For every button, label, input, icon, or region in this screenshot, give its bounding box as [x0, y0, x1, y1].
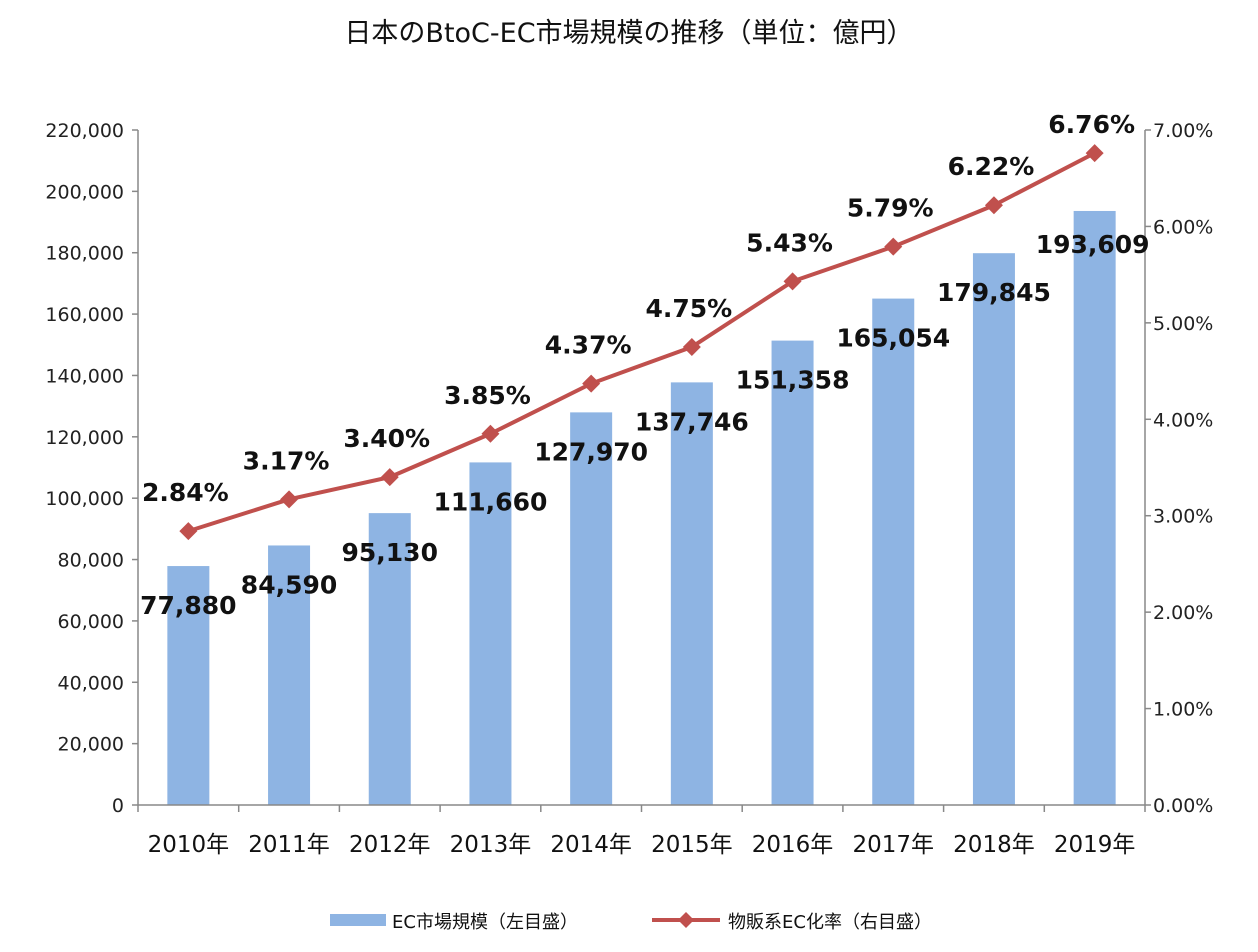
- rate-value-label: 2.84%: [142, 478, 229, 507]
- bar-2018年: [972, 253, 1015, 806]
- left-tick-label: 0: [112, 795, 124, 817]
- legend-line-marker: [678, 912, 694, 928]
- bar-2011年: [268, 545, 311, 805]
- left-tick-label: 80,000: [58, 550, 124, 572]
- x-tick-label: 2016年: [752, 832, 834, 858]
- rate-value-label: 3.85%: [444, 381, 531, 410]
- bar-2019年: [1073, 210, 1116, 805]
- axes-layer: 0 20,000 40,000 60,000 80,000 100,000 120,000 1…: [45, 120, 1213, 858]
- bar-value-label: 127,970: [534, 437, 648, 466]
- right-tick-label: 2.00%: [1153, 602, 1213, 624]
- x-tick-label: 2015年: [651, 832, 733, 858]
- left-tick-label: 100,000: [45, 488, 124, 510]
- bar-layer: [167, 210, 1116, 806]
- left-tick-label: 60,000: [58, 611, 124, 633]
- bar-2015年: [670, 382, 713, 805]
- bar-value-label: 84,590: [241, 570, 337, 599]
- rate-point-2010年: [179, 522, 198, 541]
- line-layer: [179, 144, 1104, 541]
- x-tick-label: 2012年: [349, 832, 431, 858]
- x-tick-label: 2014年: [550, 832, 632, 858]
- rate-value-label: 4.37%: [545, 331, 632, 360]
- right-tick-label: 4.00%: [1153, 409, 1213, 431]
- bar-2012年: [368, 513, 411, 805]
- rate-value-label: 6.22%: [948, 152, 1035, 181]
- rate-value-label: 5.43%: [746, 228, 833, 257]
- bar-2013年: [469, 462, 512, 805]
- rate-value-label: 3.40%: [343, 424, 430, 453]
- left-tick-label: 20,000: [58, 734, 124, 756]
- chart-title: 日本のBtoC-EC市場規模の推移（単位：億円）: [344, 18, 913, 49]
- rate-point-2019年: [1085, 144, 1104, 163]
- rate-point-2017年: [884, 237, 903, 256]
- right-tick-label: 7.00%: [1153, 120, 1213, 142]
- bar-value-label: 179,845: [937, 278, 1051, 307]
- rate-point-2018年: [984, 196, 1003, 215]
- bar-value-label: 77,880: [140, 591, 236, 620]
- legend-bar-label: EC市場規模（左目盛）: [392, 912, 578, 933]
- rate-point-2015年: [682, 337, 701, 356]
- right-tick-label: 6.00%: [1153, 216, 1213, 238]
- x-tick-label: 2017年: [852, 832, 934, 858]
- left-tick-label: 220,000: [45, 120, 124, 142]
- rate-point-2011年: [280, 490, 299, 509]
- x-tick-label: 2013年: [450, 832, 532, 858]
- left-tick-label: 200,000: [45, 181, 124, 203]
- left-tick-label: 40,000: [58, 672, 124, 694]
- bar-2014年: [570, 412, 613, 805]
- bar-2010年: [167, 566, 210, 805]
- bar-value-label: 137,746: [635, 407, 749, 436]
- left-tick-label: 120,000: [45, 427, 124, 449]
- rate-point-2013年: [481, 424, 500, 443]
- x-tick-label: 2010年: [148, 832, 230, 858]
- bar-value-label: 151,358: [736, 366, 850, 395]
- x-tick-label: 2018年: [953, 832, 1035, 858]
- left-tick-label: 180,000: [45, 243, 124, 265]
- bar-value-label: 193,609: [1036, 230, 1150, 259]
- right-tick-label: 1.00%: [1153, 699, 1213, 721]
- bar-2017年: [872, 298, 915, 805]
- rate-line: [187, 151, 1096, 534]
- right-tick-label: 5.00%: [1153, 313, 1213, 335]
- left-tick-label: 140,000: [45, 365, 124, 387]
- bar-value-label: 95,130: [342, 538, 438, 567]
- legend-line-label: 物販系EC化率（右目盛）: [728, 912, 932, 933]
- left-tick-label: 160,000: [45, 304, 124, 326]
- x-tick-label: 2011年: [248, 832, 330, 858]
- bar-2016年: [771, 340, 814, 805]
- right-tick-label: 0.00%: [1153, 795, 1213, 817]
- rate-value-label: 3.17%: [243, 446, 330, 475]
- legend-bar-swatch: [330, 914, 386, 926]
- rate-point-2012年: [380, 468, 399, 487]
- legend: EC市場規模（左目盛） 物販系EC化率（右目盛）: [330, 912, 932, 933]
- rate-value-label: 4.75%: [645, 294, 732, 323]
- rate-value-label: 5.79%: [847, 194, 934, 223]
- bar-value-label: 165,054: [836, 324, 950, 353]
- rate-point-2014年: [582, 374, 601, 393]
- rate-value-label: 6.76%: [1048, 110, 1135, 139]
- right-tick-label: 3.00%: [1153, 506, 1213, 528]
- rate-point-2016年: [783, 272, 802, 291]
- x-tick-label: 2019年: [1054, 832, 1136, 858]
- bar-value-label: 111,660: [434, 487, 548, 516]
